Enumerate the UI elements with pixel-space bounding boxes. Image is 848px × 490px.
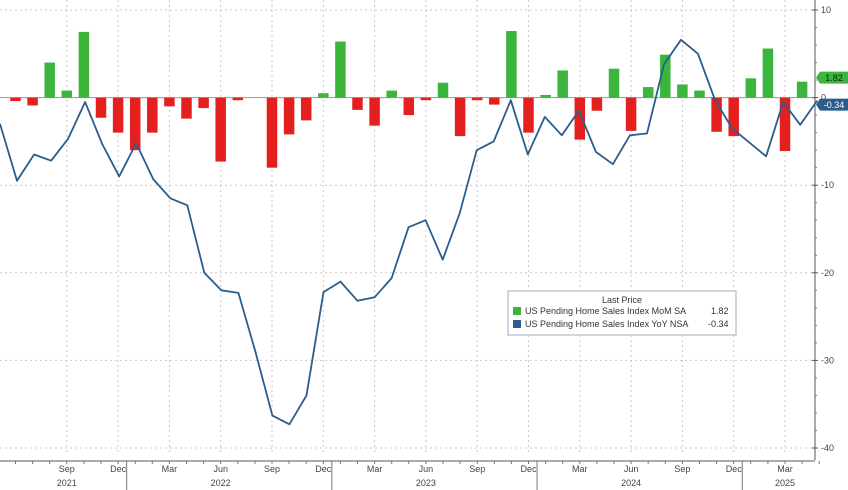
mom-bar — [403, 97, 415, 116]
mom-bar — [471, 97, 483, 101]
x-year-label: 2024 — [621, 478, 641, 488]
mom-bar — [779, 97, 791, 152]
y-tick-label: 0 — [821, 93, 826, 103]
mom-bar — [44, 62, 55, 98]
last-value-badge-label: 1.82 — [825, 73, 843, 83]
mom-bars — [10, 31, 808, 168]
x-tick-label: Mar — [572, 464, 588, 474]
mom-bar — [694, 90, 705, 98]
x-year-label: 2021 — [57, 478, 77, 488]
mom-bar — [369, 97, 380, 126]
x-tick-label: Sep — [674, 464, 690, 474]
mom-bar — [147, 97, 158, 133]
mom-bar — [386, 90, 397, 98]
x-tick-label: Sep — [264, 464, 280, 474]
x-tick-label: Dec — [520, 464, 537, 474]
mom-bar — [437, 82, 449, 98]
mom-bar — [642, 87, 654, 98]
mom-bar — [728, 97, 739, 137]
mom-bar — [232, 97, 244, 101]
x-tick-label: Dec — [726, 464, 743, 474]
mom-bar — [283, 97, 295, 135]
legend-value-yoy: -0.34 — [708, 319, 729, 329]
last-value-badges: 1.82 -0.34 — [816, 71, 848, 111]
mom-bar — [27, 97, 38, 106]
legend: Last Price US Pending Home Sales Index M… — [507, 290, 737, 336]
y-tick-label: -30 — [821, 355, 834, 365]
legend-value-mom: 1.82 — [711, 306, 729, 316]
mom-bar — [112, 97, 124, 133]
mom-bar — [215, 97, 226, 162]
legend-swatch-yoy — [513, 320, 521, 328]
mom-bar — [762, 48, 774, 98]
mom-bar — [540, 94, 551, 98]
mom-bar — [523, 97, 534, 133]
last-value-badge — [816, 71, 848, 84]
mom-bar — [95, 97, 107, 118]
right-y-axis: 10 0 -10 -20 -30 -40 — [812, 0, 834, 460]
y-tick-label: -40 — [821, 443, 834, 453]
x-tick-label: Dec — [110, 464, 127, 474]
mom-bar — [557, 70, 568, 98]
x-tick-label: Jun — [419, 464, 434, 474]
x-tick-label: Dec — [315, 464, 332, 474]
mom-bar — [711, 97, 722, 132]
mom-bar — [61, 90, 73, 98]
mom-bar — [506, 31, 517, 98]
x-tick-label: Mar — [162, 464, 178, 474]
mom-bar — [266, 97, 278, 168]
y-tick-label: 10 — [821, 5, 831, 15]
mom-bar — [660, 54, 671, 98]
yoy-line — [0, 38, 818, 426]
mom-bar — [352, 97, 363, 110]
yoy-line-group — [0, 38, 818, 426]
x-axis: Sep Dec Mar Jun Sep Dec Mar Jun Sep Dec Mar Jun Sep D… — [0, 460, 820, 490]
x-tick-label: Sep — [469, 464, 485, 474]
x-tick-label: Sep — [59, 464, 75, 474]
x-tick-label: Jun — [213, 464, 228, 474]
x-year-label: 2025 — [775, 478, 795, 488]
last-value-badge-label: -0.34 — [824, 100, 845, 110]
mom-bar — [677, 84, 688, 98]
x-tick-label: Jun — [624, 464, 639, 474]
x-year-label: 2023 — [416, 478, 436, 488]
legend-header: Last Price — [602, 295, 642, 305]
x-year-label: 2022 — [211, 478, 231, 488]
mom-bar — [78, 31, 90, 98]
mom-bar — [745, 78, 757, 98]
mom-bar — [164, 97, 175, 107]
mom-bar — [300, 97, 312, 121]
mom-bar — [335, 41, 346, 98]
mom-bar — [591, 97, 603, 111]
x-tick-label: Mar — [777, 464, 793, 474]
y-tick-label: -10 — [821, 180, 834, 190]
mom-bar — [574, 97, 586, 140]
legend-box — [507, 290, 737, 336]
legend-label-mom: US Pending Home Sales Index MoM SA — [525, 306, 686, 316]
mom-bar — [181, 97, 192, 119]
mom-bar — [318, 93, 329, 98]
mom-bar — [198, 97, 209, 109]
mom-bar — [454, 97, 466, 137]
mom-bar — [625, 97, 637, 131]
mom-bar — [608, 68, 620, 98]
y-tick-label: -20 — [821, 268, 834, 278]
last-value-badge — [816, 98, 848, 111]
grid-lines — [0, 0, 815, 452]
x-tick-label: Mar — [367, 464, 383, 474]
mom-bar — [420, 97, 432, 101]
legend-label-yoy: US Pending Home Sales Index YoY NSA — [525, 319, 688, 329]
mom-bar — [796, 81, 808, 98]
mom-bar — [10, 97, 21, 102]
mom-bar — [129, 97, 141, 151]
legend-swatch-mom — [513, 307, 521, 315]
mom-bar — [489, 97, 500, 105]
